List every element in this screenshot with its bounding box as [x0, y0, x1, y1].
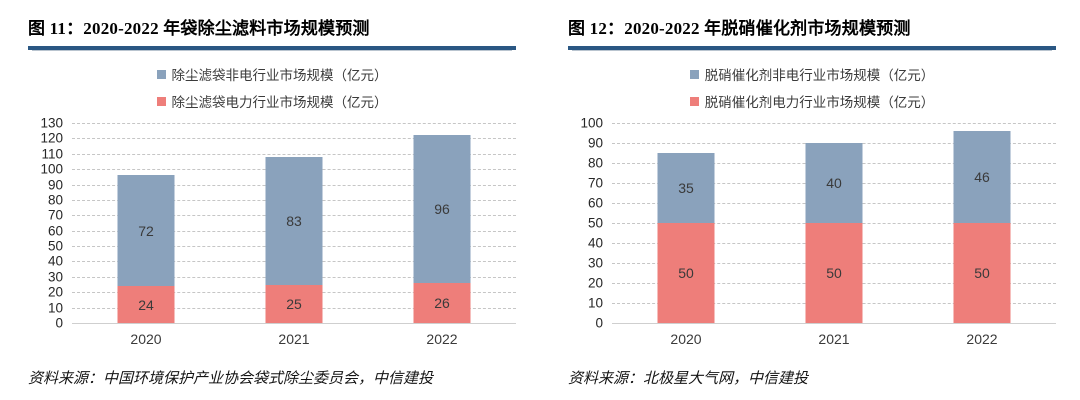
y-tick-label: 130: [40, 115, 63, 131]
x-tick-label: 2020: [130, 331, 162, 347]
legend-marker-blue-icon: [689, 69, 699, 79]
y-tick-label: 80: [587, 155, 603, 171]
gridline: [72, 123, 516, 124]
bar-segment: 40: [805, 143, 863, 223]
gridline: [72, 153, 516, 155]
y-tick-label: 10: [47, 299, 63, 315]
x-tick-label: 2022: [426, 331, 458, 347]
y-tick-label: 60: [587, 195, 603, 211]
source-note: 资料来源：北极星大气网，中信建投: [568, 371, 809, 387]
y-tick-label: 40: [587, 235, 603, 251]
plot-area: 24 72 25 83 26 96: [72, 123, 516, 324]
y-tick-label: 100: [40, 161, 63, 177]
plot-column: 50 35 50 40 50 46 2020 2021 2022: [612, 123, 1056, 351]
y-tick-label: 20: [47, 284, 63, 300]
stacked-bar-chart: 100 90 80 70 60 50 40 30 20 10 0 50 35 50 40 50 46 2020…: [568, 116, 1056, 351]
y-tick-label: 90: [47, 176, 63, 192]
bar-data-label: 50: [826, 265, 842, 281]
x-tick-label: 2021: [278, 331, 310, 347]
legend: 除尘滤袋非电行业市场规模（亿元） 除尘滤袋电力行业市场规模（亿元）: [28, 64, 516, 111]
x-tick-label: 2021: [818, 331, 850, 347]
bar-segment: 96: [413, 135, 471, 283]
y-tick-label: 80: [47, 192, 63, 208]
bar-data-label: 50: [678, 265, 694, 281]
bar-segment: 72: [117, 175, 175, 287]
x-axis: 2020 2021 2022: [72, 323, 516, 351]
y-tick-label: 20: [587, 275, 603, 291]
legend-marker-red-icon: [689, 96, 699, 106]
x-axis-line: [72, 323, 516, 324]
bar-segment: 46: [953, 131, 1011, 223]
bar-data-label: 83: [286, 212, 302, 229]
bar-segment: 24: [117, 286, 175, 323]
figure-panel-12: 图 12：2020-2022 年脱硝催化剂市场规模预测 脱硝催化剂非电行业市场规…: [540, 0, 1080, 400]
legend-item-nonpower: 脱硝催化剂非电行业市场规模（亿元）: [689, 64, 935, 84]
bar-data-label: 46: [974, 169, 990, 185]
legend-item-nonpower: 除尘滤袋非电行业市场规模（亿元）: [156, 64, 388, 84]
bar-data-label: 35: [678, 180, 694, 196]
y-axis: 130 120 110 100 90 80 70 60 50 40 30 20 10 0: [28, 116, 72, 329]
x-tick-label: 2020: [670, 331, 702, 347]
y-axis: 100 90 80 70 60 50 40 30 20 10 0: [568, 116, 612, 329]
y-tick-label: 50: [47, 238, 63, 254]
gridline: [72, 138, 516, 140]
source-note: 资料来源：中国环境保护产业协会袋式除尘委员会，中信建投: [28, 371, 434, 387]
y-tick-label: 30: [47, 269, 63, 285]
bar-segment: 26: [413, 283, 471, 323]
legend-label: 脱硝催化剂非电行业市场规模（亿元）: [704, 68, 935, 83]
legend-label: 除尘滤袋电力行业市场规模（亿元）: [171, 95, 388, 110]
figure-panel-11: 图 11：2020-2022 年袋除尘滤料市场规模预测 除尘滤袋非电行业市场规模…: [28, 12, 516, 387]
y-tick-label: 100: [580, 115, 603, 131]
bar-segment: 50: [805, 223, 863, 323]
bar-segment: 50: [657, 223, 715, 323]
y-tick-label: 60: [47, 222, 63, 238]
legend-label: 脱硝催化剂电力行业市场规模（亿元）: [704, 95, 935, 110]
bar-data-label: 72: [138, 222, 154, 239]
legend-item-power: 除尘滤袋电力行业市场规模（亿元）: [156, 91, 388, 111]
plot-area: 50 35 50 40 50 46: [612, 123, 1056, 324]
x-tick-label: 2022: [966, 331, 998, 347]
y-tick-label: 70: [587, 175, 603, 191]
x-axis-line: [612, 323, 1056, 324]
bar-segment: 83: [265, 156, 323, 285]
figure-title: 图 12：2020-2022 年脱硝催化剂市场规模预测: [568, 12, 1056, 50]
figure-title: 图 11：2020-2022 年袋除尘滤料市场规模预测: [28, 12, 516, 50]
bar-data-label: 24: [138, 296, 154, 313]
y-tick-label: 0: [55, 315, 63, 331]
stacked-bar-chart: 130 120 110 100 90 80 70 60 50 40 30 20 10 0 24 72 25 83…: [28, 116, 516, 351]
y-tick-label: 110: [41, 146, 63, 162]
bar-data-label: 40: [826, 175, 842, 191]
bar-segment: 35: [657, 153, 715, 223]
bar-data-label: 26: [434, 295, 450, 311]
x-axis: 2020 2021 2022: [612, 323, 1056, 351]
y-tick-label: 120: [40, 130, 63, 146]
bar-segment: 25: [265, 284, 323, 323]
bar-data-label: 25: [286, 295, 302, 312]
bar-segment: 50: [953, 223, 1011, 323]
legend-item-power: 脱硝催化剂电力行业市场规模（亿元）: [689, 91, 935, 111]
legend-label: 除尘滤袋非电行业市场规模（亿元）: [171, 68, 388, 83]
legend-marker-blue-icon: [156, 69, 166, 79]
gridline: [612, 123, 1056, 124]
legend-marker-red-icon: [156, 96, 166, 106]
plot-column: 24 72 25 83 26 96 2020 2021 2022: [72, 123, 516, 351]
legend: 脱硝催化剂非电行业市场规模（亿元） 脱硝催化剂电力行业市场规模（亿元）: [568, 64, 1056, 111]
y-tick-label: 10: [587, 295, 603, 311]
y-tick-label: 50: [587, 215, 603, 231]
y-tick-label: 40: [47, 253, 63, 269]
y-tick-label: 0: [595, 315, 603, 331]
bar-data-label: 96: [434, 201, 450, 218]
y-tick-label: 70: [47, 207, 63, 223]
y-tick-label: 90: [587, 135, 603, 151]
y-tick-label: 30: [587, 255, 603, 271]
bar-data-label: 50: [974, 265, 990, 281]
